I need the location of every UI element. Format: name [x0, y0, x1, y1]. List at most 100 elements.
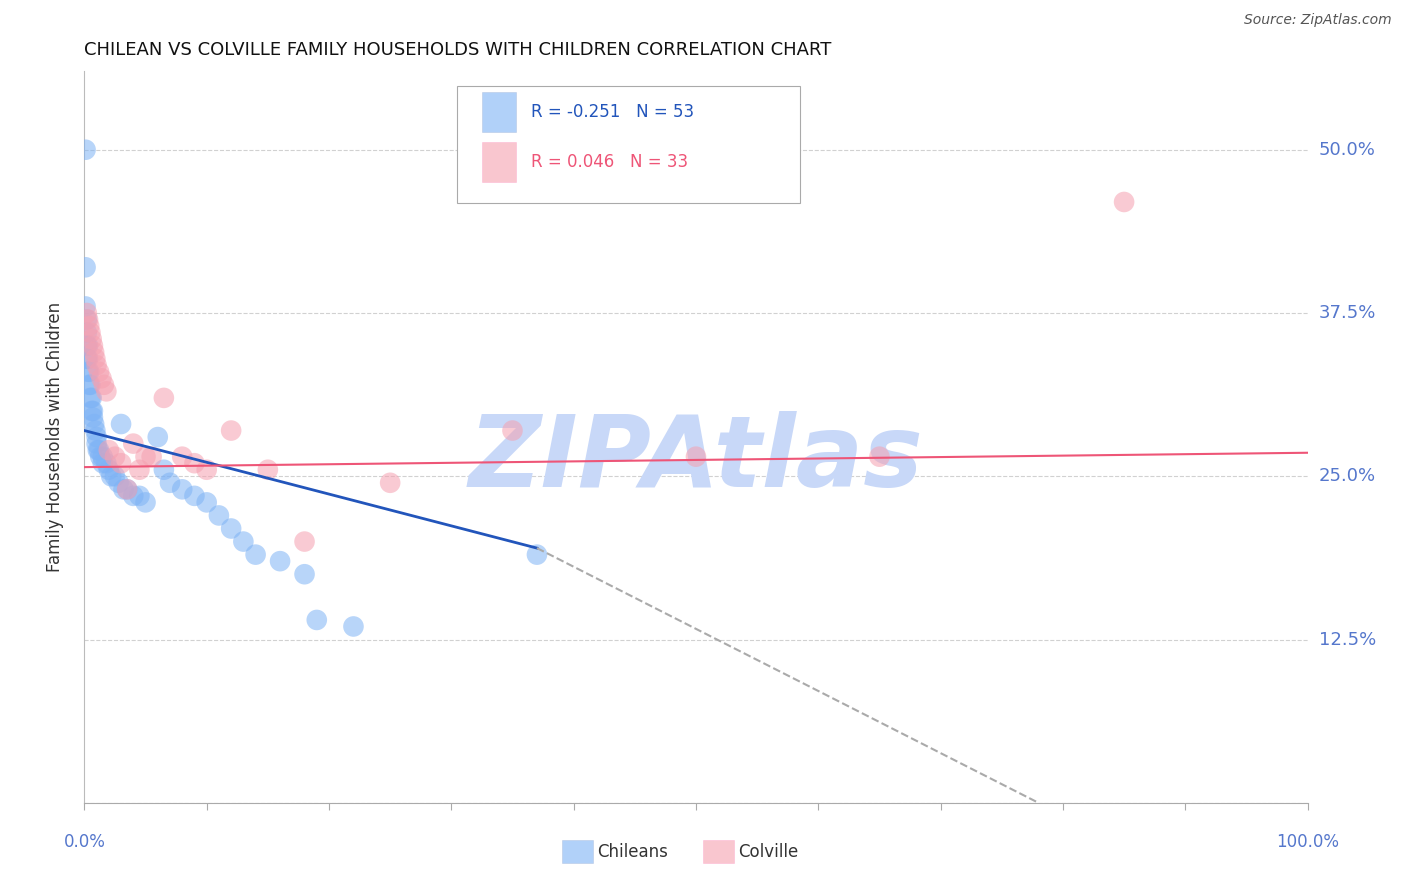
Point [183, 489, 205, 503]
Point [83, 345, 105, 359]
Point [86, 430, 108, 444]
Text: Chileans: Chileans [598, 843, 668, 861]
FancyBboxPatch shape [457, 86, 800, 203]
Point [380, 475, 402, 490]
Text: 25.0%: 25.0% [1319, 467, 1376, 485]
Point [305, 613, 328, 627]
Point [219, 521, 242, 535]
Point [90, 371, 112, 385]
Point [107, 475, 129, 490]
Point [84, 424, 107, 438]
Point [77, 365, 100, 379]
Y-axis label: Family Households with Children: Family Households with Children [45, 302, 63, 572]
Point [89, 450, 111, 464]
Point [135, 495, 157, 509]
Point [80, 391, 103, 405]
Point [195, 463, 218, 477]
Bar [482, 142, 516, 182]
Point [87, 443, 110, 458]
Point [172, 450, 194, 464]
Point [76, 326, 98, 340]
Point [93, 377, 115, 392]
Point [76, 351, 98, 366]
Point [146, 430, 169, 444]
Point [75, 143, 97, 157]
Point [110, 417, 132, 431]
Point [110, 456, 132, 470]
Point [122, 436, 145, 450]
Point [501, 424, 523, 438]
Point [122, 489, 145, 503]
Bar [482, 92, 516, 132]
Point [76, 306, 98, 320]
Point [79, 391, 101, 405]
Point [96, 456, 118, 470]
Point [153, 463, 176, 477]
Point [79, 326, 101, 340]
Point [294, 567, 316, 582]
Point [80, 404, 103, 418]
Point [75, 260, 97, 275]
Text: R = 0.046   N = 33: R = 0.046 N = 33 [531, 153, 688, 171]
Point [128, 463, 150, 477]
Point [80, 332, 103, 346]
Point [342, 619, 364, 633]
Point [141, 450, 163, 464]
Point [208, 508, 231, 523]
Text: 37.5%: 37.5% [1319, 304, 1376, 322]
Point [257, 463, 280, 477]
Point [269, 554, 291, 568]
Point [86, 358, 108, 372]
Point [153, 391, 176, 405]
Point [77, 351, 100, 366]
Point [172, 483, 194, 497]
Text: 0.0%: 0.0% [63, 833, 105, 851]
Point [76, 312, 98, 326]
Point [526, 548, 548, 562]
Point [77, 339, 100, 353]
Text: Source: ZipAtlas.com: Source: ZipAtlas.com [1244, 13, 1392, 28]
Point [87, 443, 110, 458]
Text: 100.0%: 100.0% [1277, 833, 1339, 851]
Point [86, 436, 108, 450]
Point [96, 384, 118, 399]
Point [91, 456, 114, 470]
Point [100, 469, 122, 483]
Point [245, 548, 267, 562]
Point [232, 534, 254, 549]
Point [82, 339, 104, 353]
Point [104, 469, 127, 483]
Point [77, 319, 100, 334]
Text: ZIPAtlas: ZIPAtlas [468, 410, 924, 508]
Point [91, 450, 114, 464]
Text: CHILEAN VS COLVILLE FAMILY HOUSEHOLDS WITH CHILDREN CORRELATION CHART: CHILEAN VS COLVILLE FAMILY HOUSEHOLDS WI… [84, 41, 832, 59]
Point [104, 450, 127, 464]
Text: 50.0%: 50.0% [1319, 141, 1375, 159]
Point [219, 424, 242, 438]
Point [135, 450, 157, 464]
Point [183, 456, 205, 470]
Point [159, 475, 181, 490]
Point [1114, 194, 1136, 209]
Point [195, 495, 218, 509]
Point [75, 300, 97, 314]
Point [79, 377, 101, 392]
Point [83, 417, 105, 431]
Point [112, 483, 135, 497]
Point [82, 410, 104, 425]
Point [84, 351, 107, 366]
Point [82, 404, 104, 418]
Point [87, 365, 110, 379]
Point [97, 443, 120, 458]
Point [294, 534, 316, 549]
Text: R = -0.251   N = 53: R = -0.251 N = 53 [531, 103, 695, 121]
Point [128, 489, 150, 503]
Point [77, 312, 100, 326]
Point [97, 463, 120, 477]
Point [115, 483, 138, 497]
Text: 12.5%: 12.5% [1319, 631, 1376, 648]
Point [869, 450, 891, 464]
Point [115, 483, 138, 497]
Point [76, 339, 98, 353]
Text: Colville: Colville [738, 843, 799, 861]
